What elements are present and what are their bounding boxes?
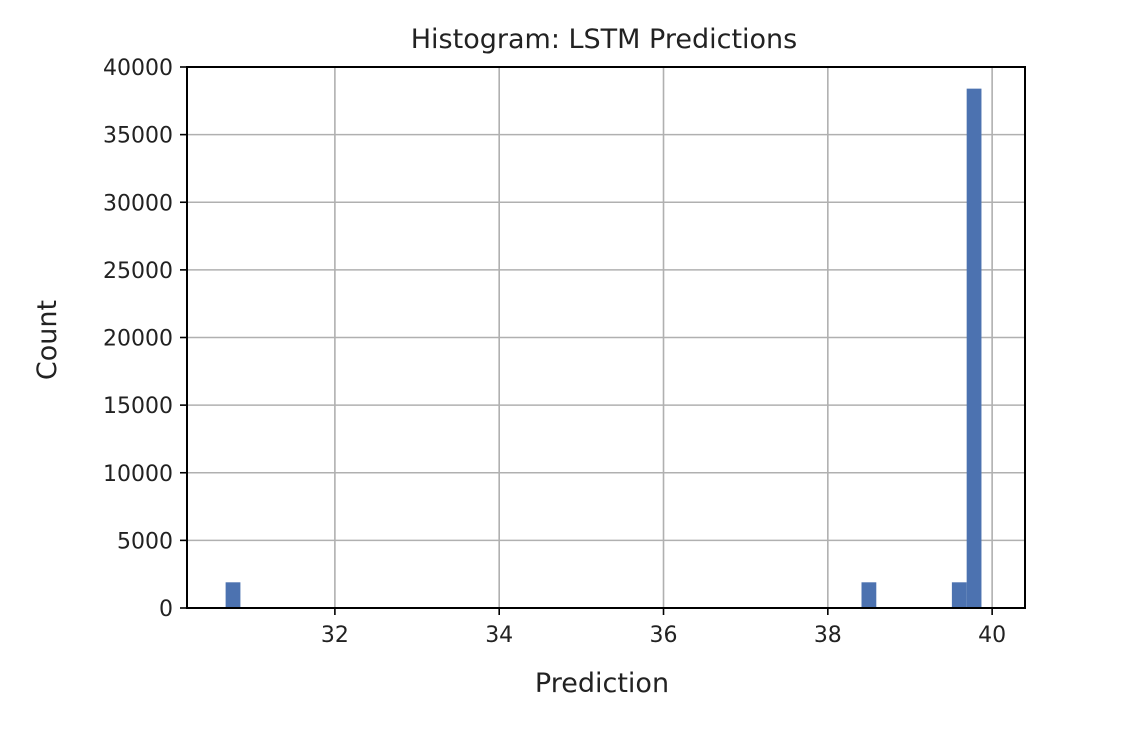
y-tick-label: 5000 [117,529,173,554]
x-axis-label: Prediction [535,668,669,699]
y-axis-ticks: 0 5000 10000 15000 20000 25000 30000 35000 40000 [103,56,187,622]
y-axis-label: Count [32,300,63,380]
histogram-bar [225,582,241,608]
y-tick-label: 15000 [103,394,173,419]
x-axis-ticks: 32 34 36 38 40 [321,608,1006,648]
y-tick-label: 10000 [103,462,173,487]
x-tick-label: 34 [485,623,513,648]
x-tick-label: 38 [814,623,842,648]
histogram-bars [225,88,982,608]
y-tick-label: 40000 [103,56,173,81]
y-tick-label: 25000 [103,259,173,284]
chart-title: Histogram: LSTM Predictions [411,24,798,55]
histogram-bar [966,88,982,608]
y-tick-label: 35000 [103,124,173,149]
grid-lines [187,66,1025,609]
y-tick-label: 0 [159,597,173,622]
histogram-bar [861,582,877,608]
y-tick-label: 30000 [103,191,173,216]
x-tick-label: 32 [321,623,349,648]
x-tick-label: 36 [650,623,678,648]
y-tick-label: 20000 [103,327,173,352]
histogram-bar [951,582,967,608]
x-tick-label: 40 [978,623,1006,648]
